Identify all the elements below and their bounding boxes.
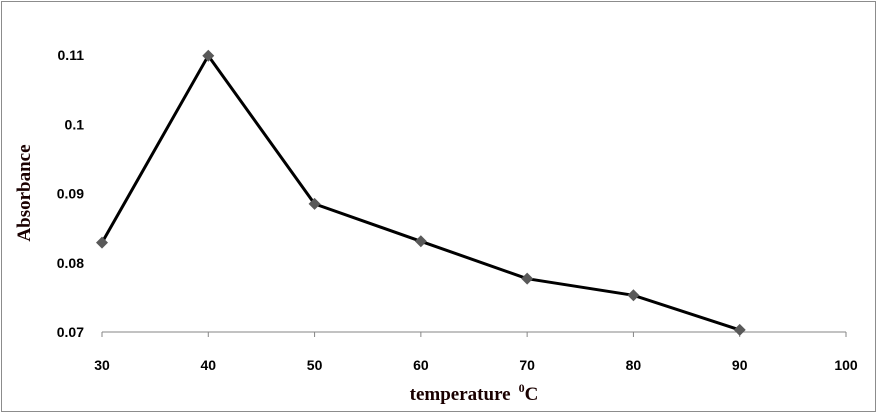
x-axis-label: temperature 0C [410, 381, 539, 405]
x-tick-label: 90 [732, 357, 748, 373]
data-point-marker [202, 49, 215, 62]
x-tick-label: 70 [519, 357, 535, 373]
data-point-marker [627, 289, 640, 302]
y-tick-label: 0.11 [58, 47, 85, 63]
x-tick-label: 30 [94, 357, 110, 373]
data-point-marker [414, 235, 427, 248]
y-tick-label: 0.08 [57, 255, 84, 271]
y-tick-label: 0.09 [57, 186, 84, 202]
data-point-marker [308, 197, 321, 210]
x-tick-label: 80 [626, 357, 642, 373]
data-point-marker [96, 236, 108, 249]
data-point-marker [521, 272, 534, 285]
data-point-marker [733, 323, 746, 336]
y-axis-label: Absorbance [14, 144, 35, 241]
x-tick-label: 50 [307, 357, 323, 373]
x-tick-label: 100 [834, 357, 858, 373]
series-line [100, 54, 741, 332]
y-tick-label: 0.07 [57, 324, 84, 340]
y-tick-label: 0.1 [65, 116, 85, 132]
x-tick-label: 40 [200, 357, 216, 373]
x-tick-label: 60 [413, 357, 429, 373]
